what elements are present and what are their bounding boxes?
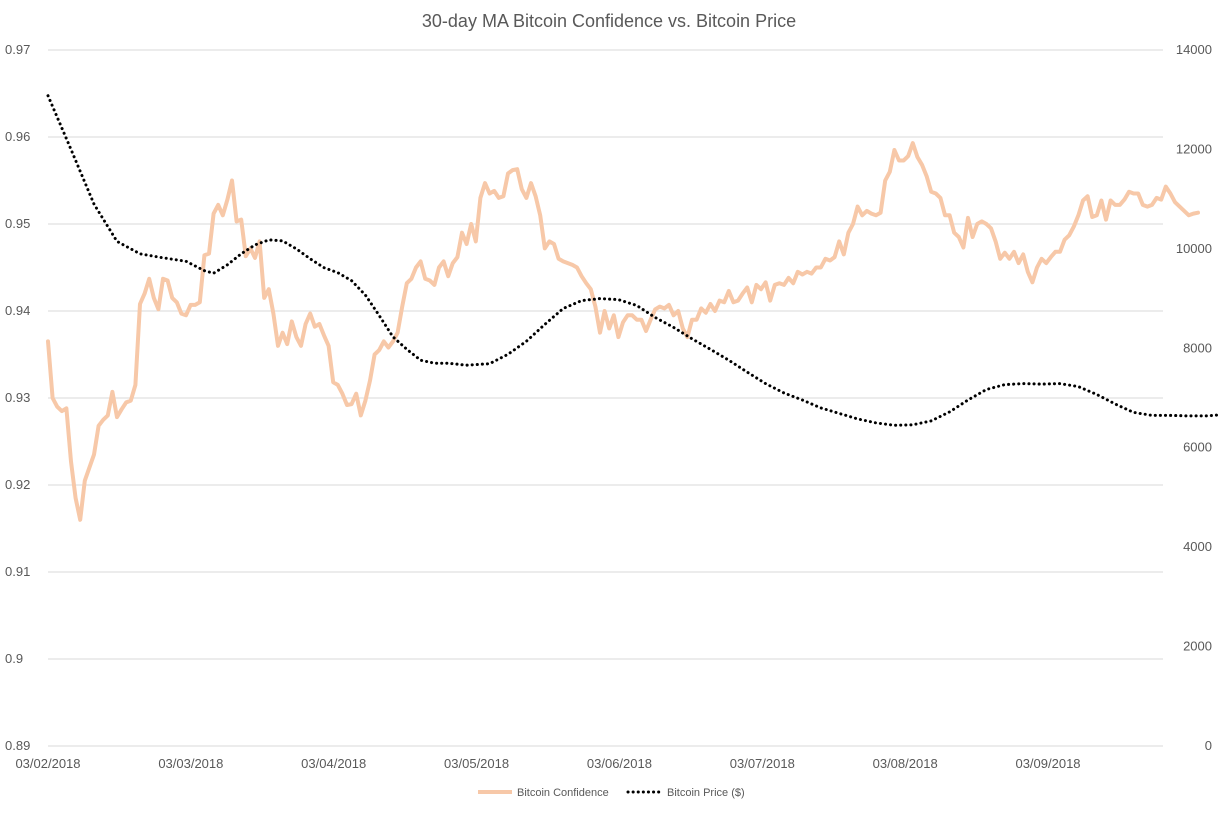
y-right-tick-label: 12000: [1176, 141, 1212, 156]
y-right-tick-label: 4000: [1183, 539, 1212, 554]
y-left-tick-label: 0.96: [5, 129, 30, 144]
legend: Bitcoin Confidence Bitcoin Price ($): [478, 787, 745, 799]
y-left-tick-label: 0.93: [5, 390, 30, 405]
y-left-tick-label: 0.91: [5, 564, 30, 579]
y-right-tick-label: 8000: [1183, 340, 1212, 355]
y-left-tick-label: 0.97: [5, 42, 30, 57]
x-axis-ticks: 03/02/2018 03/03/2018 03/04/2018 03/05/2018…: [15, 756, 1080, 771]
series-lines: [46, 94, 1218, 522]
y-left-tick-label: 0.94: [5, 303, 30, 318]
right-axis-ticks: 14000 12000 10000 8000 6000 4000 2000 0: [1176, 42, 1212, 753]
chart-title: 30-day MA Bitcoin Confidence vs. Bitcoin…: [422, 11, 796, 31]
x-tick-label: 03/03/2018: [158, 756, 223, 771]
legend-label-price: Bitcoin Price ($): [667, 787, 745, 799]
y-right-tick-label: 0: [1205, 738, 1212, 753]
x-tick-label: 03/04/2018: [301, 756, 366, 771]
y-left-tick-label: 0.92: [5, 477, 30, 492]
y-left-tick-label: 0.95: [5, 216, 30, 231]
x-tick-label: 03/07/2018: [730, 756, 795, 771]
x-tick-label: 03/06/2018: [587, 756, 652, 771]
y-right-tick-label: 10000: [1176, 241, 1212, 256]
x-tick-label: 03/09/2018: [1015, 756, 1080, 771]
y-right-tick-label: 2000: [1183, 639, 1212, 654]
x-tick-label: 03/05/2018: [444, 756, 509, 771]
gridlines: [48, 49, 1163, 747]
x-tick-label: 03/02/2018: [15, 756, 80, 771]
x-tick-label: 03/08/2018: [873, 756, 938, 771]
y-left-tick-label: 0.9: [5, 651, 23, 666]
left-axis-ticks: 0.97 0.96 0.95 0.94 0.93 0.92 0.91 0.9 0.89: [5, 42, 30, 753]
y-left-tick-label: 0.89: [5, 738, 30, 753]
confidence-series-line: [46, 141, 1200, 522]
y-right-tick-label: 6000: [1183, 440, 1212, 455]
y-right-tick-label: 14000: [1176, 42, 1212, 57]
legend-label-confidence: Bitcoin Confidence: [517, 787, 609, 799]
